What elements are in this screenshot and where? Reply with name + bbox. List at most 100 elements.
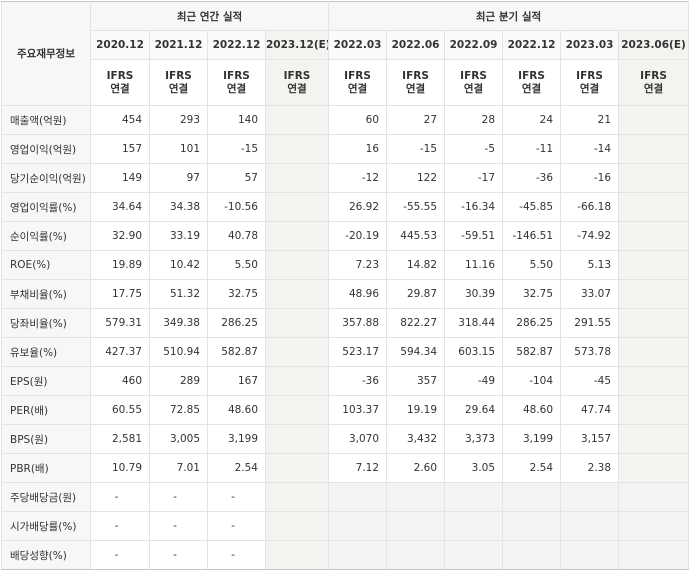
- annual-value-cell: 97: [149, 163, 208, 193]
- quarter-value-cell: 16: [328, 134, 388, 164]
- quarter-value-cell: 3,070: [328, 424, 388, 454]
- annual-value-cell: 349.38: [149, 308, 208, 338]
- quarter-value-cell: [618, 424, 689, 454]
- ifrs-consolidated-label: IFRS 연결: [207, 59, 266, 106]
- quarter-value-cell: 3.05: [444, 453, 504, 483]
- quarter-value-cell: 28: [444, 105, 504, 135]
- quarter-value-cell: 29.64: [444, 395, 504, 425]
- quarter-empty-cell: [618, 511, 689, 541]
- quarter-value-cell: 32.75: [502, 279, 562, 309]
- quarter-empty-cell: [328, 540, 388, 570]
- quarter-value-cell: 5.13: [560, 250, 620, 280]
- quarter-value-cell: 29.87: [386, 279, 446, 309]
- quarter-value-cell: -66.18: [560, 192, 620, 222]
- ifrs-label: IFRS: [165, 69, 192, 82]
- annual-value-cell: 19.89: [90, 250, 150, 280]
- quarter-value-cell: -74.92: [560, 221, 620, 251]
- annual-value-cell: 10.42: [149, 250, 208, 280]
- table-row: BPS(원) 2,581 3,005 3,199 3,070 3,432 3,373 3,19…: [1, 424, 689, 454]
- row-header-label: 주요재무정보: [1, 1, 91, 106]
- ifrs-label: IFRS: [344, 69, 371, 82]
- quarter-value-cell: 47.74: [560, 395, 620, 425]
- annual-value-cell: 427.37: [90, 337, 150, 367]
- annual-value-cell: 51.32: [149, 279, 208, 309]
- quarter-value-cell: 523.17: [328, 337, 388, 367]
- quarter-period: 2022.12: [502, 30, 562, 60]
- annual-period: 2022.12: [207, 30, 266, 60]
- quarter-value-cell: 3,157: [560, 424, 620, 454]
- quarter-value-cell: 60: [328, 105, 388, 135]
- row-label: 매출액(억원): [1, 105, 91, 135]
- annual-period: 2021.12: [149, 30, 208, 60]
- quarter-period: 2022.03: [328, 30, 388, 60]
- quarter-value-cell: 3,373: [444, 424, 504, 454]
- annual-value-cell: 5.50: [207, 250, 266, 280]
- consolidated-label: 연결: [226, 82, 247, 95]
- annual-value-cell: [264, 279, 330, 309]
- quarter-value-cell: 291.55: [560, 308, 620, 338]
- quarter-value-cell: 33.07: [560, 279, 620, 309]
- annual-value-cell: 454: [90, 105, 150, 135]
- quarter-value-cell: [618, 453, 689, 483]
- ifrs-consolidated-label: IFRS 연결: [618, 59, 689, 106]
- ifrs-label: IFRS: [283, 69, 311, 82]
- quarter-value-cell: 7.12: [328, 453, 388, 483]
- quarter-period: 2022.06: [386, 30, 446, 60]
- annual-value-cell: [264, 250, 330, 280]
- quarter-empty-cell: [386, 540, 446, 570]
- row-label: 당좌비율(%): [1, 308, 91, 338]
- quarter-value-cell: 26.92: [328, 192, 388, 222]
- row-label: 영업이익률(%): [1, 192, 91, 222]
- table-row: 영업이익률(%) 34.64 34.38 -10.56 26.92 -55.55 -16.3…: [1, 192, 689, 222]
- ifrs-label: IFRS: [106, 69, 134, 82]
- annual-value-cell: -10.56: [207, 192, 266, 222]
- consolidated-label: 연결: [579, 82, 600, 95]
- annual-value-cell: 140: [207, 105, 266, 135]
- ifrs-consolidated-label: IFRS 연결: [386, 59, 446, 106]
- quarter-value-cell: [618, 366, 689, 396]
- annual-value-cell: [264, 192, 330, 222]
- quarter-value-cell: 573.78: [560, 337, 620, 367]
- consolidated-label: 연결: [168, 82, 189, 95]
- quarter-value-cell: -49: [444, 366, 504, 396]
- quarter-value-cell: -16.34: [444, 192, 504, 222]
- annual-value-cell: 2.54: [207, 453, 266, 483]
- row-label: 순이익률(%): [1, 221, 91, 251]
- annual-period-estimate: 2023.12(E): [264, 30, 330, 60]
- annual-value-cell: -: [207, 511, 266, 541]
- table-row: PBR(배) 10.79 7.01 2.54 7.12 2.60 3.05 2.54 2.38: [1, 453, 689, 483]
- ifrs-label: IFRS: [518, 69, 545, 82]
- annual-value-cell: 2,581: [90, 424, 150, 454]
- quarter-value-cell: -15: [386, 134, 446, 164]
- annual-value-cell: 57: [207, 163, 266, 193]
- table-row: 순이익률(%) 32.90 33.19 40.78 -20.19 445.53 -59.51…: [1, 221, 689, 251]
- quarter-value-cell: 286.25: [502, 308, 562, 338]
- quarter-value-cell: [618, 134, 689, 164]
- quarter-empty-cell: [328, 511, 388, 541]
- ifrs-consolidated-label: IFRS 연결: [328, 59, 388, 106]
- quarter-value-cell: -5: [444, 134, 504, 164]
- row-label: 유보율(%): [1, 337, 91, 367]
- annual-value-cell: -: [90, 511, 150, 541]
- annual-value-cell: [264, 540, 330, 570]
- quarter-empty-cell: [444, 540, 504, 570]
- table-row: 당좌비율(%) 579.31 349.38 286.25 357.88 822.27 318…: [1, 308, 689, 338]
- row-label: 주당배당금(원): [1, 482, 91, 512]
- quarter-value-cell: 5.50: [502, 250, 562, 280]
- annual-value-cell: 34.38: [149, 192, 208, 222]
- annual-value-cell: -: [149, 482, 208, 512]
- quarter-value-cell: -20.19: [328, 221, 388, 251]
- annual-period: 2020.12: [90, 30, 150, 60]
- annual-value-cell: 286.25: [207, 308, 266, 338]
- quarter-value-cell: 822.27: [386, 308, 446, 338]
- quarter-value-cell: 357: [386, 366, 446, 396]
- consolidated-label: 연결: [405, 82, 426, 95]
- row-label: 영업이익(억원): [1, 134, 91, 164]
- annual-value-cell: 510.94: [149, 337, 208, 367]
- quarter-value-cell: 19.19: [386, 395, 446, 425]
- quarterly-results-header: 최근 분기 실적: [328, 1, 689, 31]
- quarter-value-cell: 21: [560, 105, 620, 135]
- quarter-value-cell: 48.96: [328, 279, 388, 309]
- annual-value-cell: -: [90, 482, 150, 512]
- annual-value-cell: 40.78: [207, 221, 266, 251]
